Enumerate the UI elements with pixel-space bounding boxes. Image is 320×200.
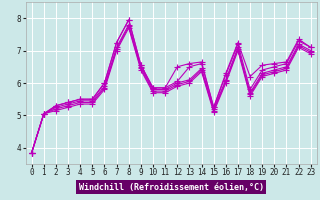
X-axis label: Windchill (Refroidissement éolien,°C): Windchill (Refroidissement éolien,°C) <box>79 183 264 192</box>
